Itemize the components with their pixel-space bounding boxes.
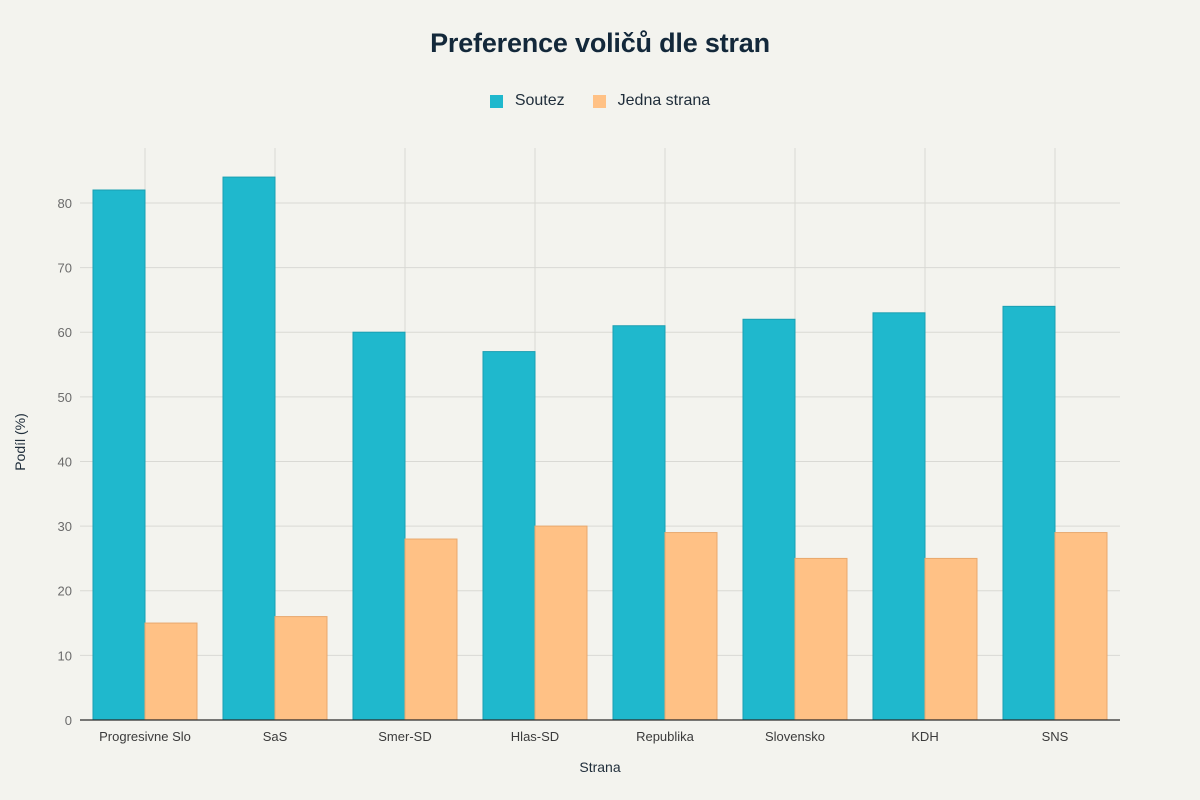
bar-soutez-5[interactable] <box>742 318 796 721</box>
legend-item-series-1[interactable]: Soutez <box>489 92 565 110</box>
x-tick-label: SaS <box>263 729 288 744</box>
bar-jedna-strana-1[interactable] <box>274 616 328 721</box>
legend-swatch-series-2 <box>592 94 606 108</box>
x-tick-label: KDH <box>911 729 938 744</box>
legend-label-series-2: Jedna strana <box>617 92 711 109</box>
legend-item-series-2[interactable]: Jedna strana <box>592 92 711 110</box>
x-axis-title: Strana <box>579 759 621 775</box>
bar-soutez-7[interactable] <box>1002 305 1056 721</box>
bar-jedna-strana-4[interactable] <box>664 532 718 721</box>
y-tick-label: 30 <box>58 519 72 534</box>
y-tick-label: 40 <box>58 454 72 469</box>
legend: Soutez Jedna strana <box>0 92 1200 110</box>
y-axis-title: Podíl (%) <box>12 413 28 471</box>
bar-soutez-2[interactable] <box>352 331 406 721</box>
bar-jedna-strana-3[interactable] <box>534 525 588 721</box>
chart-title: Preference voličů dle stran <box>430 28 770 58</box>
x-tick-label: Republika <box>636 729 695 744</box>
legend-swatch-series-1 <box>489 94 503 108</box>
legend-label-series-1: Soutez <box>514 92 565 109</box>
bar-jedna-strana-6[interactable] <box>924 557 978 721</box>
x-tick-label: Progresivne Slo <box>99 729 191 744</box>
bar-soutez-4[interactable] <box>612 325 666 721</box>
x-tick-label: Smer-SD <box>378 729 431 744</box>
y-tick-label: 0 <box>65 713 72 728</box>
y-tick-label: 20 <box>58 584 72 599</box>
y-tick-label: 50 <box>58 390 72 405</box>
x-tick-label: Slovensko <box>765 729 825 744</box>
y-tick-label: 10 <box>58 648 72 663</box>
bar-jedna-strana-0[interactable] <box>144 622 198 721</box>
bar-jedna-strana-2[interactable] <box>404 538 458 721</box>
bar-soutez-6[interactable] <box>872 312 926 721</box>
y-tick-label: 80 <box>58 196 72 211</box>
bar-soutez-0[interactable] <box>92 189 146 721</box>
x-tick-label: Hlas-SD <box>511 729 559 744</box>
bar-jedna-strana-5[interactable] <box>794 557 848 721</box>
y-tick-label: 70 <box>58 261 72 276</box>
x-tick-label: SNS <box>1042 729 1069 744</box>
bar-jedna-strana-7[interactable] <box>1054 532 1108 721</box>
y-tick-label: 60 <box>58 325 72 340</box>
bar-soutez-3[interactable] <box>482 351 536 721</box>
bar-soutez-1[interactable] <box>222 176 276 721</box>
